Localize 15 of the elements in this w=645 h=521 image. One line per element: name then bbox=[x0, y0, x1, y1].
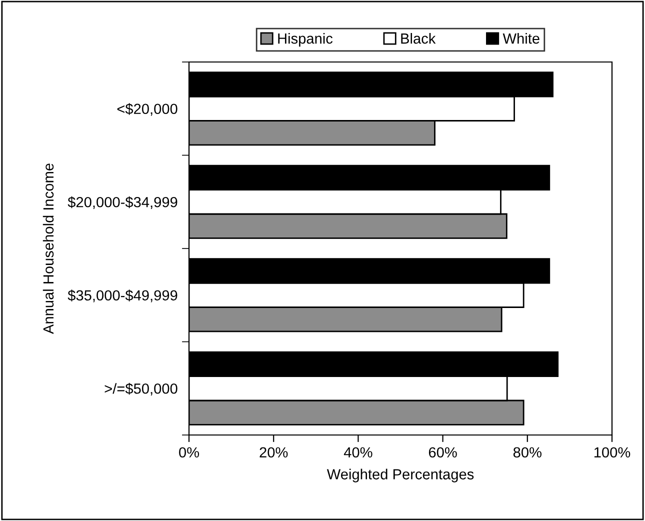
y-tick-label: <$20,000 bbox=[117, 103, 178, 116]
x-tick-label: 0% bbox=[179, 447, 200, 458]
x-tick-label: 100% bbox=[594, 447, 630, 458]
legend-label: Hispanic bbox=[278, 33, 333, 47]
x-tick-label: 40% bbox=[344, 447, 372, 458]
y-axis-title: Annual Household Income bbox=[42, 164, 54, 334]
legend-label: Black bbox=[401, 33, 436, 44]
x-tick-label: 20% bbox=[260, 447, 288, 458]
legend-label: White bbox=[502, 33, 540, 44]
y-tick-label: $35,000-$49,999 bbox=[68, 290, 178, 302]
y-tick-label: >/=$50,000 bbox=[104, 382, 178, 396]
x-tick-label: 80% bbox=[513, 447, 542, 458]
x-tick-label: 60% bbox=[428, 447, 457, 458]
y-tick-label: $20,000-$34,999 bbox=[68, 196, 178, 210]
x-axis-title: Weighted Percentages bbox=[326, 468, 474, 482]
